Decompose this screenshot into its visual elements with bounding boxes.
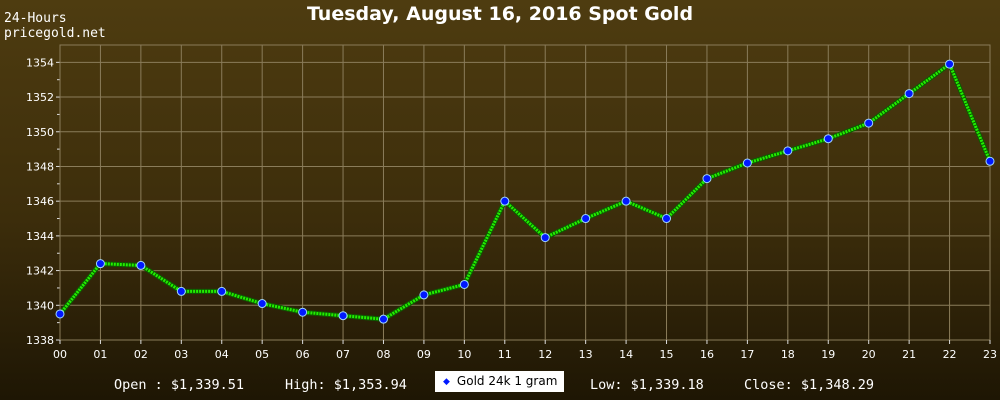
- y-tick-label: 1344: [26, 230, 54, 243]
- x-tick-label: 00: [53, 348, 67, 361]
- x-tick-label: 19: [821, 348, 835, 361]
- x-tick-label: 23: [983, 348, 997, 361]
- x-tick-label: 01: [93, 348, 107, 361]
- x-tick-label: 17: [740, 348, 754, 361]
- data-point: [662, 214, 672, 224]
- data-point: [419, 290, 429, 300]
- high-stat: High: $1,353.94: [285, 377, 407, 393]
- data-point: [621, 196, 631, 206]
- y-tick-label: 1352: [26, 91, 54, 104]
- y-tick-label: 1346: [26, 195, 54, 208]
- data-point: [823, 134, 833, 144]
- y-tick-label: 1348: [26, 160, 54, 173]
- x-tick-label: 06: [296, 348, 310, 361]
- plot-border: [59, 44, 991, 341]
- x-tick-label: 14: [619, 348, 633, 361]
- data-point: [176, 286, 186, 296]
- data-point: [298, 307, 308, 317]
- x-tick-label: 21: [902, 348, 916, 361]
- x-tick-label: 02: [134, 348, 148, 361]
- x-tick-label: 13: [579, 348, 593, 361]
- data-point: [540, 233, 550, 243]
- data-point: [378, 314, 388, 324]
- data-point: [783, 146, 793, 156]
- series-line-shadow: [58, 61, 993, 322]
- x-tick-label: 20: [862, 348, 876, 361]
- x-tick-label: 08: [376, 348, 390, 361]
- data-point: [95, 259, 105, 269]
- legend: ◆ Gold 24k 1 gram: [435, 371, 564, 392]
- x-tick-label: 05: [255, 348, 269, 361]
- data-point: [742, 158, 752, 168]
- site-label: pricegold.net: [4, 26, 106, 41]
- y-tick-label: 1350: [26, 126, 54, 139]
- data-point: [217, 286, 227, 296]
- data-point: [55, 309, 65, 319]
- y-tick-label: 1342: [26, 265, 54, 278]
- data-point: [338, 311, 348, 321]
- data-point: [581, 214, 591, 224]
- x-tick-label: 15: [660, 348, 674, 361]
- y-tick-label: 1340: [26, 299, 54, 312]
- data-point: [904, 89, 914, 99]
- open-stat: Open : $1,339.51: [114, 377, 245, 393]
- data-point: [257, 299, 267, 309]
- x-tick-label: 09: [417, 348, 431, 361]
- data-point: [702, 174, 712, 184]
- low-stat: Low: $1,339.18: [590, 377, 704, 393]
- x-tick-label: 07: [336, 348, 350, 361]
- x-tick-label: 18: [781, 348, 795, 361]
- y-tick-label: 1338: [26, 334, 54, 347]
- x-tick-label: 04: [215, 348, 229, 361]
- chart-title: Tuesday, August 16, 2016 Spot Gold: [306, 3, 694, 25]
- series-line: [58, 62, 992, 321]
- close-stat: Close: $1,348.29: [744, 377, 875, 393]
- x-tick-label: 12: [538, 348, 552, 361]
- x-tick-label: 22: [943, 348, 957, 361]
- data-point: [459, 279, 469, 289]
- y-tick-label: 1354: [26, 56, 54, 69]
- x-tick-label: 10: [457, 348, 471, 361]
- data-point: [500, 196, 510, 206]
- legend-marker-icon: ◆: [443, 377, 450, 387]
- x-tick-label: 16: [700, 348, 714, 361]
- data-point: [945, 59, 955, 69]
- period-label: 24-Hours: [4, 11, 67, 26]
- data-point: [136, 260, 146, 270]
- x-tick-label: 03: [174, 348, 188, 361]
- data-point: [864, 118, 874, 128]
- x-tick-label: 11: [498, 348, 512, 361]
- data-point: [985, 156, 995, 166]
- legend-label: Gold 24k 1 gram: [456, 374, 558, 388]
